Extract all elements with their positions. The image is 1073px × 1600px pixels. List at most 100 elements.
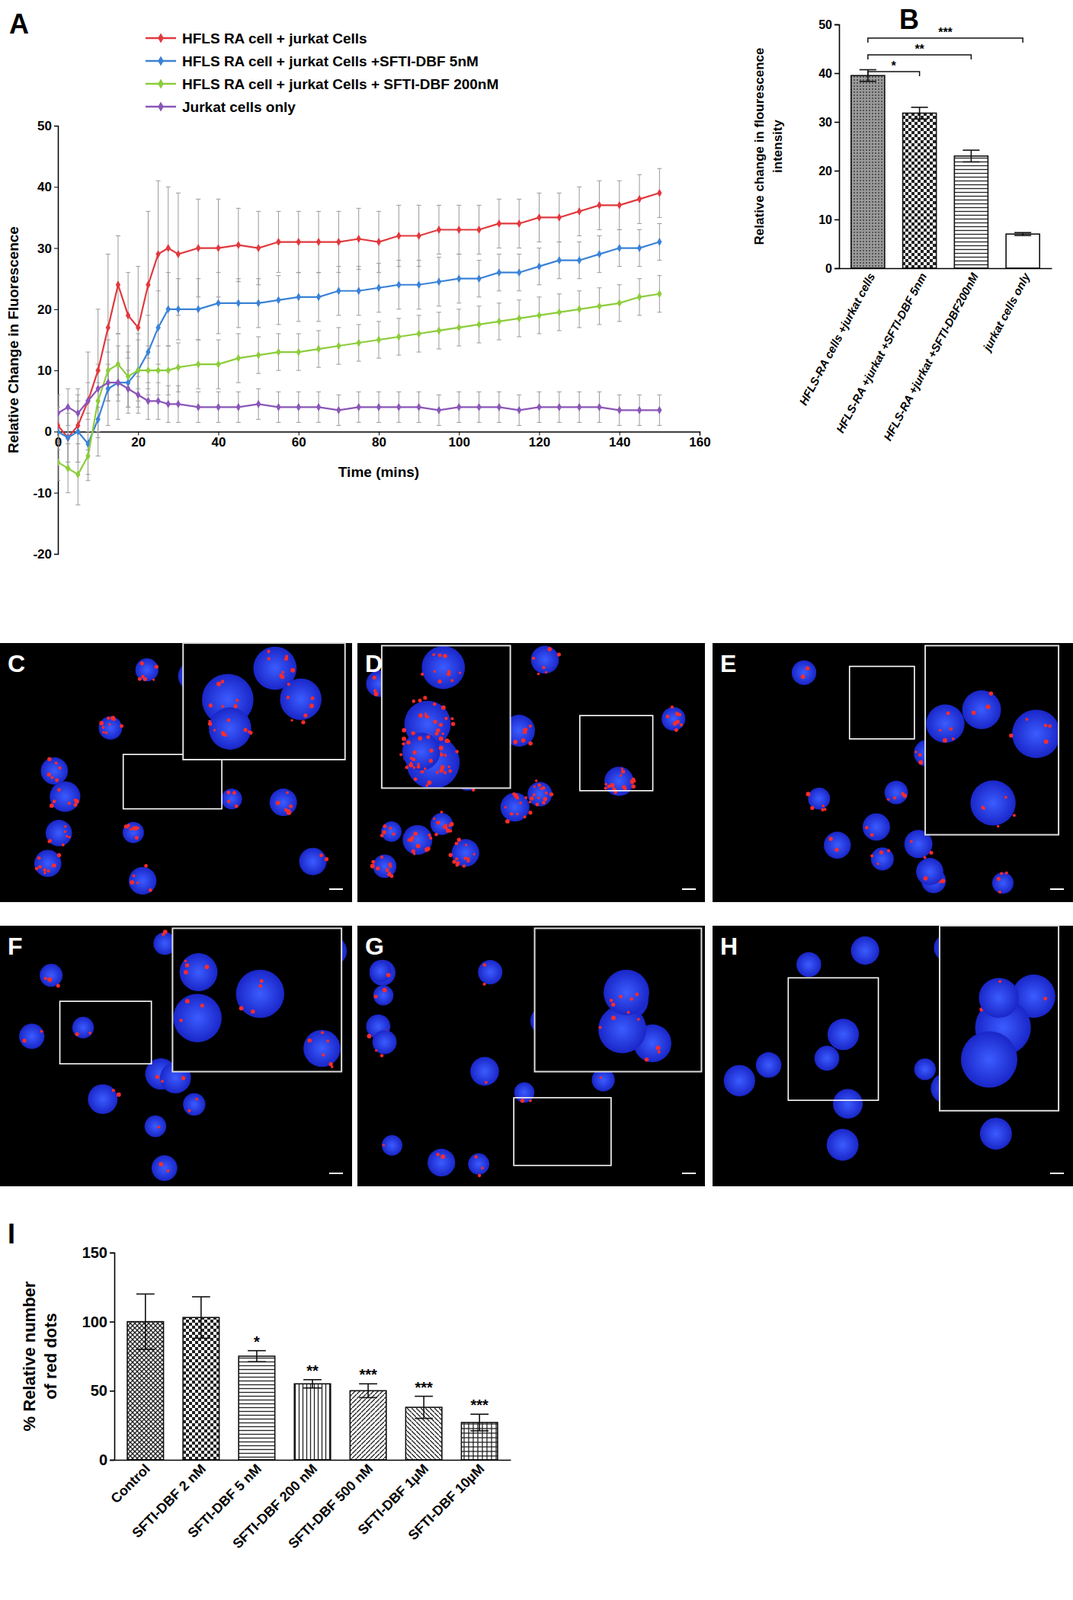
red-dot (185, 999, 190, 1004)
error-cap (617, 320, 622, 322)
red-dot (108, 723, 111, 726)
nucleus (992, 872, 1014, 894)
error-cap (356, 422, 362, 423)
red-dot (629, 997, 633, 1001)
error-cap (316, 367, 321, 369)
plot-area (851, 70, 1040, 269)
red-dot (51, 863, 57, 869)
tick-label: -20 (32, 547, 52, 562)
red-dot (515, 813, 519, 817)
panel-label: E (720, 650, 737, 678)
red-dot (918, 752, 923, 757)
red-dot (383, 824, 388, 829)
marker (617, 243, 622, 253)
red-dot (57, 766, 61, 770)
significance-label: *** (358, 1366, 378, 1384)
marker (236, 354, 241, 363)
tick: 10 (818, 213, 840, 227)
marker (115, 378, 121, 388)
error-cap (656, 425, 662, 426)
nucleus (122, 822, 145, 844)
red-dot (101, 726, 105, 730)
red-dot (436, 820, 441, 825)
nucleus (796, 952, 821, 977)
marker (557, 307, 562, 317)
tick: HFLS-RA +jurkat +SFTI-DBF 5nm (833, 268, 929, 436)
inset-frame (534, 928, 702, 1072)
error-cap (65, 388, 71, 390)
marker (336, 406, 341, 415)
tick-label: jurkat cells only (979, 270, 1032, 355)
error-cap (911, 118, 929, 120)
error-cap (296, 391, 302, 393)
nucleus (823, 832, 851, 859)
nucleus (87, 1084, 118, 1115)
red-dot (462, 864, 466, 869)
error-cap (192, 1338, 211, 1340)
red-dot (381, 829, 386, 834)
tick-label: 40 (818, 67, 833, 81)
tick-mark (109, 1390, 115, 1393)
nucleus (514, 1082, 535, 1103)
error-cap (477, 296, 482, 298)
red-dot (893, 796, 897, 800)
red-dot (518, 801, 523, 805)
error-cap (316, 272, 321, 273)
error-cap (166, 385, 171, 387)
nucleus (970, 780, 1016, 826)
red-dot (99, 720, 104, 726)
error-cap (637, 223, 642, 225)
nucleus (372, 1030, 398, 1055)
marker (576, 304, 582, 314)
marker (65, 433, 71, 443)
marker (596, 249, 602, 259)
error-cap (576, 422, 582, 423)
panel-label: H (720, 932, 738, 961)
tick: 40 (37, 179, 58, 195)
red-dot (520, 1098, 525, 1103)
error-bar (919, 107, 921, 119)
red-dot (158, 1162, 164, 1167)
error-cap (236, 391, 241, 393)
red-dot (65, 835, 68, 838)
nucleus (477, 960, 503, 985)
tick: 160 (688, 431, 711, 450)
red-dot (38, 864, 42, 869)
tick: 0 (99, 1451, 115, 1469)
tick-label: 80 (371, 435, 387, 450)
red-dot (986, 704, 991, 710)
error-cap (216, 422, 222, 423)
marker (396, 231, 401, 241)
red-dot (537, 672, 540, 676)
nucleus (372, 855, 397, 879)
bar (1005, 233, 1040, 269)
error-bar (367, 1383, 369, 1398)
marker (596, 201, 602, 210)
marker (316, 345, 321, 354)
error-cap (859, 69, 877, 71)
error-cap (477, 253, 482, 255)
error-cap (192, 1296, 211, 1298)
nucleus (884, 781, 909, 805)
red-dot (445, 738, 450, 744)
bar (954, 156, 988, 269)
red-dot (618, 995, 623, 1000)
tick: 150 (82, 1244, 115, 1262)
red-dot (635, 992, 640, 997)
error-cap (256, 211, 261, 212)
red-dot (285, 791, 289, 795)
red-dot (674, 728, 679, 733)
nucleus (791, 660, 817, 686)
red-dot (604, 786, 608, 790)
red-dot (61, 843, 65, 847)
error-cap (96, 308, 101, 310)
legend: HFLS RA cell + jurkat CellsHFLS RA cell … (145, 30, 499, 116)
red-dot (281, 671, 285, 675)
error-cap (136, 1294, 155, 1296)
tick: 100 (448, 431, 471, 450)
marker (75, 427, 81, 436)
marker (316, 403, 321, 412)
image-background (712, 643, 1073, 903)
bar (349, 1390, 386, 1461)
nucleus (299, 848, 327, 876)
